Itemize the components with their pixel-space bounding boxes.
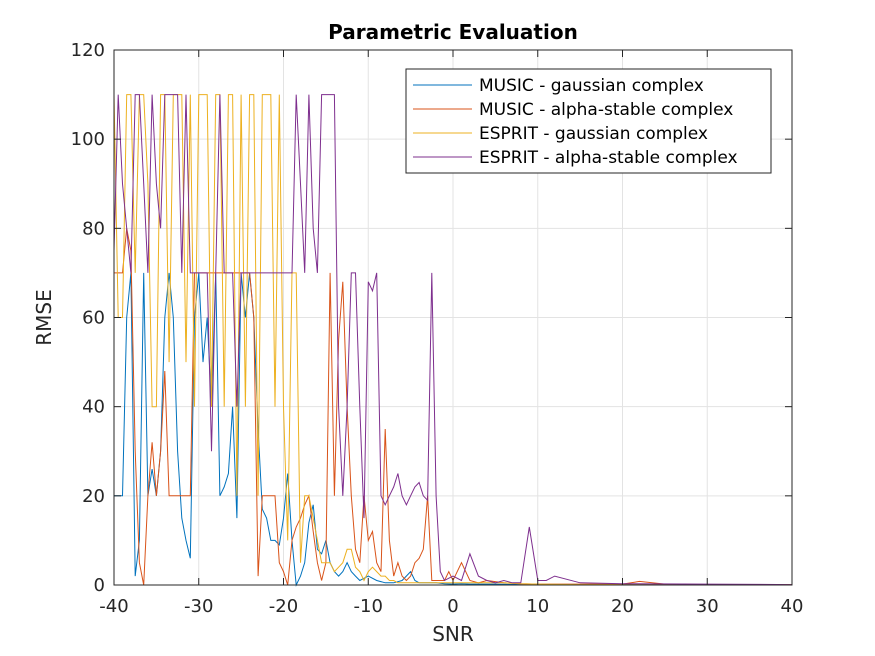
y-tick-label: 80	[82, 218, 105, 239]
legend-label: ESPRIT - gaussian complex	[479, 124, 708, 144]
x-tick-label: 0	[447, 596, 458, 617]
x-tick-label: 10	[526, 596, 549, 617]
ticks: -40 -30 -20 -10 0 10 20 30 40 0 20 40 60 80 100 120	[71, 40, 804, 617]
x-tick-label: -20	[269, 596, 298, 617]
x-tick-label: -30	[184, 596, 213, 617]
legend-label: ESPRIT - alpha-stable complex	[479, 148, 738, 168]
y-tick-label: 40	[82, 397, 105, 418]
y-axis-title: RMSE	[32, 289, 56, 345]
x-tick-label: -40	[99, 596, 128, 617]
y-tick-label: 100	[71, 129, 105, 150]
legend: MUSIC - gaussian complex MUSIC - alpha-st…	[405, 68, 772, 174]
x-tick-label: -10	[354, 596, 383, 617]
x-tick-label: 30	[696, 596, 719, 617]
x-axis-title: SNR	[432, 622, 474, 646]
legend-label: MUSIC - alpha-stable complex	[479, 100, 733, 120]
series-line-2	[114, 228, 792, 586]
series-line-4	[113, 94, 793, 586]
x-tick-label: 20	[611, 596, 634, 617]
legend-label: MUSIC - gaussian complex	[479, 76, 704, 96]
y-tick-label: 120	[71, 40, 105, 61]
series-layer	[113, 94, 793, 587]
x-tick-label: 40	[781, 596, 804, 617]
y-tick-label: 20	[82, 486, 105, 507]
y-tick-label: 0	[94, 575, 105, 596]
y-tick-label: 60	[82, 308, 105, 329]
legend-box	[405, 68, 772, 174]
chart-title: Parametric Evaluation	[328, 20, 578, 44]
